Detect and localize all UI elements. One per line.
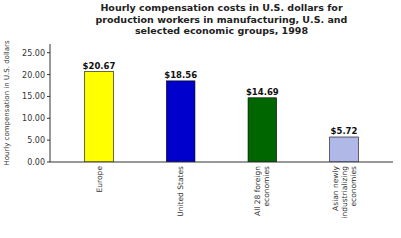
- y-tick: [47, 96, 50, 97]
- y-tick: [47, 74, 50, 75]
- x-tick-label: Europe: [95, 166, 104, 193]
- y-tick-label: 20.00: [22, 71, 45, 80]
- data-label: $18.56: [164, 70, 197, 80]
- background: [0, 0, 401, 238]
- y-tick: [47, 162, 50, 163]
- x-tick-label: All 28 foreigneconomies: [253, 166, 271, 216]
- x-tick-label-line: industrializing: [340, 166, 349, 219]
- chart: Hourly compensation costs in U.S. dollar…: [0, 0, 401, 238]
- x-tick-label-line: Asian newly: [331, 165, 340, 210]
- y-tick: [47, 52, 50, 53]
- x-tick-label: Asian newlyindustrializingeconomies: [331, 165, 358, 218]
- y-axis: [50, 44, 51, 162]
- y-tick-label: 5.00: [27, 136, 45, 145]
- bars: [85, 72, 359, 162]
- data-label: $5.72: [331, 126, 358, 136]
- title-line: Hourly compensation costs in U.S. dollar…: [100, 2, 342, 13]
- title-line: production workers in manufacturing, U.S…: [96, 14, 348, 25]
- bar: [166, 81, 195, 162]
- title-line: selected economic groups, 1998: [135, 25, 308, 36]
- y-tick-label: 0.00: [27, 158, 45, 167]
- data-label: $14.69: [246, 87, 279, 97]
- title: Hourly compensation costs in U.S. dollar…: [96, 2, 348, 36]
- x-tick-label-line: economies: [349, 166, 358, 207]
- x-tick-label-line: All 28 foreign: [253, 166, 262, 216]
- y-tick: [47, 118, 50, 119]
- y-tick-label: 15.00: [22, 92, 45, 101]
- x-tick-label-line: Europe: [95, 166, 104, 193]
- y-tick-label: 25.00: [22, 49, 45, 58]
- bar: [330, 137, 359, 162]
- y-tick-label: 10.00: [22, 114, 45, 123]
- bar: [85, 72, 114, 162]
- y-axis-label: Hourly compensation in U.S. dollars: [3, 40, 11, 166]
- x-tick-label-line: United States: [176, 166, 185, 217]
- y-tick: [47, 140, 50, 141]
- x-tick-label-line: economies: [262, 166, 271, 207]
- bar: [248, 98, 277, 162]
- x-tick-label: United States: [176, 166, 185, 217]
- data-label: $20.67: [83, 61, 116, 71]
- x-axis: [50, 162, 393, 163]
